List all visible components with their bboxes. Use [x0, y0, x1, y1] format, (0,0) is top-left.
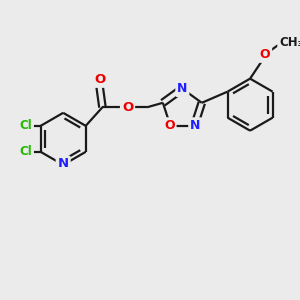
Text: N: N [177, 82, 188, 95]
Text: N: N [190, 119, 200, 132]
Text: Cl: Cl [20, 119, 32, 132]
Text: O: O [122, 101, 133, 114]
Text: CH₃: CH₃ [279, 36, 300, 49]
Text: O: O [164, 119, 175, 132]
Text: O: O [260, 48, 270, 61]
Text: N: N [58, 158, 69, 170]
Text: Cl: Cl [20, 146, 32, 158]
Text: O: O [94, 73, 105, 86]
